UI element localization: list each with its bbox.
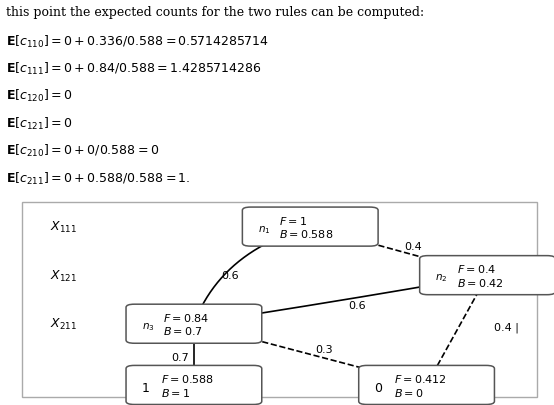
Text: 0.4 |: 0.4 | <box>495 322 519 333</box>
Text: $B = 0$: $B = 0$ <box>393 386 423 398</box>
Text: $B = 0.7$: $B = 0.7$ <box>163 325 202 337</box>
FancyBboxPatch shape <box>420 256 554 295</box>
FancyBboxPatch shape <box>243 207 378 247</box>
Text: $\mathbf{E}[c_{120}] = 0$: $\mathbf{E}[c_{120}] = 0$ <box>6 88 72 104</box>
Text: $\mathbf{E}[c_{121}] = 0$: $\mathbf{E}[c_{121}] = 0$ <box>6 115 72 132</box>
Text: 0.6: 0.6 <box>221 271 239 281</box>
Text: $\mathbf{E}[c_{110}] = 0 + 0.336/0.588 = 0.5714285714$: $\mathbf{E}[c_{110}] = 0 + 0.336/0.588 =… <box>6 34 269 49</box>
Text: $n_2$: $n_2$ <box>435 272 448 283</box>
Text: $X_{111}$: $X_{111}$ <box>50 220 77 234</box>
Text: $n_1$: $n_1$ <box>258 223 270 235</box>
FancyBboxPatch shape <box>359 365 495 405</box>
Text: $F = 0.84$: $F = 0.84$ <box>163 311 209 323</box>
Text: $X_{121}$: $X_{121}$ <box>50 268 77 283</box>
Text: 0.7: 0.7 <box>171 353 189 362</box>
FancyBboxPatch shape <box>22 203 537 396</box>
Text: $B = 0.42$: $B = 0.42$ <box>457 276 504 288</box>
Text: $\mathbf{E}[c_{210}] = 0 + 0/0.588 = 0$: $\mathbf{E}[c_{210}] = 0 + 0/0.588 = 0$ <box>6 143 159 159</box>
Text: $B = 0.588$: $B = 0.588$ <box>280 228 334 240</box>
Text: 0.3: 0.3 <box>315 344 333 354</box>
Text: $F = 1$: $F = 1$ <box>280 214 307 226</box>
FancyBboxPatch shape <box>126 365 261 405</box>
Text: $B = 1$: $B = 1$ <box>161 386 190 398</box>
Text: $F = 0.588$: $F = 0.588$ <box>161 372 214 384</box>
Text: 0.6: 0.6 <box>348 300 366 310</box>
Text: 1: 1 <box>142 381 150 394</box>
Text: $X_{211}$: $X_{211}$ <box>50 316 77 331</box>
FancyBboxPatch shape <box>126 305 261 343</box>
Text: $\mathbf{E}[c_{211}] = 0 + 0.588/0.588 = 1.$: $\mathbf{E}[c_{211}] = 0 + 0.588/0.588 =… <box>6 170 190 186</box>
Text: $n_3$: $n_3$ <box>142 320 154 332</box>
Text: 0.4: 0.4 <box>404 241 422 251</box>
Text: $F = 0.412$: $F = 0.412$ <box>393 372 447 384</box>
Text: this point the expected counts for the two rules can be computed:: this point the expected counts for the t… <box>6 6 424 19</box>
Text: $F = 0.4$: $F = 0.4$ <box>457 263 496 275</box>
Text: $\mathbf{E}[c_{111}] = 0 + 0.84/0.588 = 1.4285714286$: $\mathbf{E}[c_{111}] = 0 + 0.84/0.588 = … <box>6 61 261 77</box>
Text: 0: 0 <box>375 381 382 394</box>
